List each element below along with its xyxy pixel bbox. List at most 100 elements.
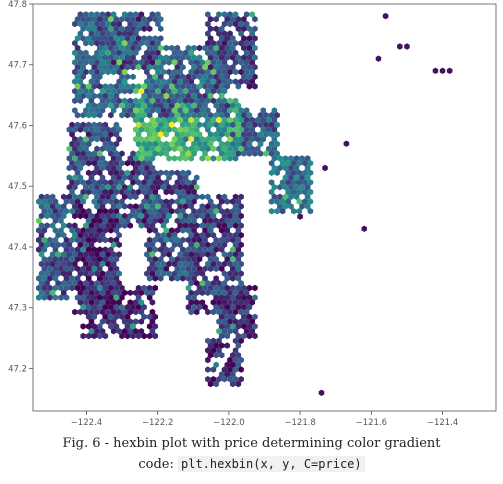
- hexbin-cell: [91, 188, 97, 196]
- hexbin-cell: [160, 59, 167, 66]
- hexbin-cell: [246, 150, 253, 157]
- hexbin-cell: [213, 64, 219, 71]
- hexbin-cell: [177, 68, 183, 76]
- hexbin-cell: [180, 140, 186, 148]
- hexbin-cell: [238, 145, 244, 152]
- hexbin-cell: [116, 174, 122, 181]
- hexbin-cell: [41, 208, 48, 215]
- hexbin-cell: [282, 203, 289, 210]
- hexbin-cell: [166, 107, 172, 114]
- hexbin-cell: [127, 49, 133, 56]
- hexbin-cell: [224, 44, 230, 52]
- hexbin-cell: [182, 88, 189, 95]
- hexbin-cell: [163, 236, 169, 244]
- hexbin-cell: [174, 112, 181, 119]
- hexbin-cell: [185, 217, 192, 224]
- hexbin-cell: [130, 208, 136, 215]
- hexbin-cell: [249, 328, 255, 335]
- hexbin-cell: [135, 112, 142, 119]
- hexbin-cell: [110, 270, 117, 277]
- hexbin-cell: [97, 284, 103, 292]
- hexbin-cell: [180, 64, 186, 71]
- hexbin-cell: [235, 121, 242, 128]
- hexbin-cell: [257, 121, 264, 128]
- hexbin-cell: [291, 160, 297, 167]
- hexbin-cell: [127, 20, 133, 28]
- hexbin-cell: [85, 169, 92, 176]
- hexbin-cell: [199, 145, 206, 152]
- hexbin-cell: [91, 198, 97, 205]
- hexbin-cell: [149, 155, 156, 162]
- hexbin-cell: [135, 150, 142, 157]
- hexbin-cell: [194, 222, 200, 229]
- hexbin-cell: [113, 236, 120, 244]
- hexbin-cell: [271, 116, 278, 124]
- hexbin-cell: [238, 270, 244, 277]
- hexbin-cell: [207, 73, 214, 80]
- hexbin-cell: [252, 44, 258, 52]
- hexbin-cell: [63, 265, 70, 272]
- hexbin-cell: [155, 78, 161, 85]
- figure-caption: Fig. 6 - hexbin plot with price determin…: [0, 434, 503, 475]
- hexbin-cell: [160, 203, 167, 210]
- hexbin-cell: [121, 203, 128, 210]
- hexbin-cell: [85, 160, 92, 167]
- hexbin-cell: [144, 270, 150, 277]
- hexbin-cell: [152, 121, 158, 128]
- x-tick-label: −121.6: [356, 418, 387, 428]
- hexbin-cell: [135, 294, 142, 301]
- hexbin-cell: [158, 112, 164, 119]
- hexbin-cell: [49, 241, 56, 248]
- hexbin-cell: [121, 328, 128, 335]
- hexbin-cell: [135, 25, 142, 32]
- hexbin-cell: [213, 54, 219, 61]
- hexbin-cell: [224, 102, 230, 109]
- hexbin-cell: [152, 313, 158, 320]
- hexbin-cell: [252, 294, 258, 301]
- hexbin-cell: [221, 232, 228, 239]
- hexbin-cell: [108, 236, 114, 244]
- hexbin-cell: [99, 136, 106, 143]
- hexbin-cell: [83, 126, 89, 133]
- hexbin-cell: [77, 155, 84, 162]
- hexbin-cell: [105, 212, 111, 220]
- hexbin-cell: [227, 328, 233, 335]
- hexbin-cell: [224, 332, 230, 340]
- hexbin-cell: [152, 265, 158, 272]
- hexbin-cell: [169, 102, 175, 109]
- hexbin-cell: [138, 184, 145, 191]
- hexbin-cell: [85, 188, 92, 196]
- hexbin-cell: [188, 97, 194, 104]
- hexbin-cell: [188, 299, 194, 306]
- hexbin-cell: [88, 78, 95, 85]
- hexbin-cell: [232, 232, 239, 239]
- hexbin-cell: [230, 44, 236, 52]
- hexbin-cell: [94, 155, 100, 162]
- y-tick-label: 47.4: [8, 243, 27, 253]
- hexbin-cell: [144, 136, 150, 143]
- hexbin-cell: [91, 160, 97, 167]
- hexbin-cell: [177, 136, 183, 143]
- hexbin-cell: [207, 83, 214, 90]
- hexbin-cell: [72, 184, 78, 191]
- hexbin-cell: [44, 212, 50, 220]
- hexbin-cell: [152, 83, 158, 90]
- hexbin-cell: [268, 188, 275, 196]
- hexbin-cell: [158, 102, 164, 109]
- hexbin-cell: [221, 328, 228, 335]
- hexbin-cell: [210, 78, 217, 85]
- hexbin-cell: [102, 121, 109, 128]
- hexbin-cell: [241, 313, 247, 320]
- hexbin-cell: [158, 73, 164, 80]
- hexbin-cell: [218, 121, 225, 128]
- hexbin-cell: [194, 145, 200, 152]
- hexbin-cell: [97, 188, 103, 196]
- hexbin-cell: [185, 188, 192, 196]
- hexbin-cell: [235, 304, 242, 311]
- hexbin-cell: [144, 145, 150, 152]
- hexbin-cell: [97, 121, 103, 128]
- hexbin-cell: [80, 121, 86, 128]
- hexbin-cell: [252, 16, 258, 23]
- hexbin-cell: [149, 78, 156, 85]
- hexbin-cell: [218, 83, 225, 90]
